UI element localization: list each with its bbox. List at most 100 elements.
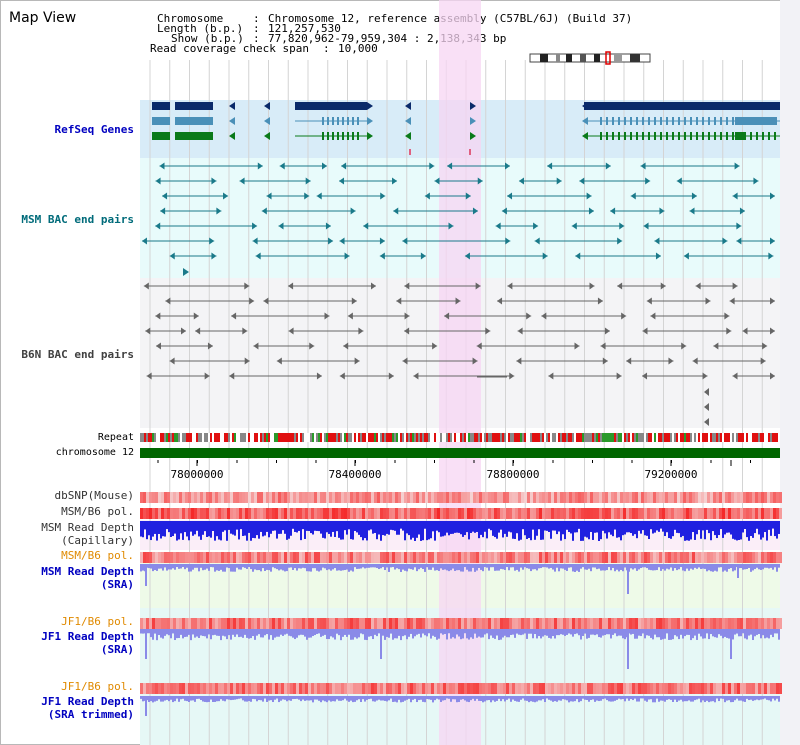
msm-depth-sra-bar bbox=[302, 564, 304, 568]
msm-b6-pol-heat-cell bbox=[614, 508, 617, 519]
jf1-depth-sra-bar bbox=[606, 629, 608, 635]
track-label-msm-bac[interactable]: MSM BAC end pairs bbox=[21, 213, 134, 226]
repeat-feature bbox=[546, 433, 548, 442]
msm-b6-pol2-heat-cell bbox=[143, 552, 146, 563]
msm-depth-cap-bar bbox=[262, 521, 264, 537]
msm-bac-end bbox=[505, 237, 511, 245]
jf1-b6-pol2-heat-cell bbox=[173, 683, 176, 694]
track-label-msm-b6-pol-1[interactable]: MSM/B6 pol. bbox=[61, 505, 134, 518]
msm-depth-sra-bar bbox=[514, 564, 516, 571]
track-label-msm-depth-sra[interactable]: MSM Read Depth bbox=[41, 565, 134, 578]
msm-bac-end bbox=[736, 237, 742, 245]
jf1-b6-pol-heat-cell bbox=[596, 618, 599, 629]
msm-depth-cap-bar bbox=[662, 521, 664, 532]
gene-arrow bbox=[582, 132, 588, 140]
jf1-depth-trim-bar bbox=[366, 696, 368, 700]
repeat-feature bbox=[336, 433, 338, 442]
jf1-b6-pol2-heat-cell bbox=[224, 683, 227, 694]
jf1-depth-sra-bar bbox=[506, 629, 508, 638]
msm-depth-sra-bar bbox=[580, 564, 582, 569]
jf1-depth-trim-bar bbox=[618, 696, 620, 699]
msm-b6-pol2-heat-cell bbox=[434, 552, 437, 563]
repeat-feature bbox=[540, 433, 542, 442]
jf1-b6-pol-heat-cell bbox=[566, 618, 569, 629]
jf1-b6-pol2-heat-cell bbox=[530, 683, 533, 694]
dbsnp-heat-cell bbox=[554, 492, 557, 503]
track-label-refseq[interactable]: RefSeq Genes bbox=[54, 123, 134, 136]
msm-depth-sra-bar bbox=[188, 564, 190, 572]
msm-depth-sra-bar bbox=[627, 564, 629, 594]
jf1-depth-trim-bar bbox=[656, 696, 658, 699]
dbsnp-heat-cell bbox=[443, 492, 446, 503]
jf1-depth-sra-bar bbox=[290, 629, 292, 637]
track-label-jf1-depth-sra[interactable]: JF1 Read Depth bbox=[41, 630, 134, 643]
dbsnp-heat-cell bbox=[362, 492, 365, 503]
repeat-feature bbox=[636, 433, 638, 442]
msm-depth-sra-bar bbox=[636, 564, 638, 571]
msm-depth-cap-bar bbox=[622, 521, 624, 536]
msm-b6-pol2-heat-cell bbox=[176, 552, 179, 563]
jf1-depth-sra-bar bbox=[584, 629, 586, 634]
jf1-b6-pol-heat-cell bbox=[509, 618, 512, 629]
jf1-b6-pol-heat-cell bbox=[164, 618, 167, 629]
dbsnp-heat-cell bbox=[692, 492, 695, 503]
jf1-depth-sra-bar bbox=[422, 629, 424, 634]
msm-depth-sra-bar bbox=[186, 564, 188, 568]
repeat-feature bbox=[398, 433, 400, 442]
jf1-depth-trim-bar bbox=[412, 696, 414, 700]
jf1-b6-pol2-heat-cell bbox=[335, 683, 338, 694]
repeat-feature bbox=[582, 433, 584, 442]
track-label-msm-b6-pol-2[interactable]: MSM/B6 pol. bbox=[61, 549, 134, 562]
msm-depth-sra-bar bbox=[334, 564, 336, 569]
msm-depth-sra-bar bbox=[210, 564, 212, 568]
gene-exon bbox=[630, 132, 632, 140]
jf1-depth-sra-bar bbox=[690, 629, 692, 641]
jf1-depth-trim-bar bbox=[434, 696, 436, 701]
jf1-depth-trim-bar bbox=[180, 696, 182, 700]
jf1-depth-sra-bar bbox=[748, 629, 750, 636]
span-key: Read coverage check span bbox=[150, 42, 309, 55]
msm-depth-sra-bar bbox=[446, 564, 448, 571]
repeat-feature bbox=[424, 433, 426, 442]
repeat-feature bbox=[494, 433, 496, 442]
jf1-depth-trim-bar bbox=[718, 696, 720, 702]
jf1-b6-pol-heat-cell bbox=[503, 618, 506, 629]
jf1-b6-pol-heat-cell bbox=[701, 618, 704, 629]
track-label-b6n-bac[interactable]: B6N BAC end pairs bbox=[21, 348, 134, 361]
jf1-b6-pol2-heat-cell bbox=[512, 683, 515, 694]
track-label-jf1-b6-pol-1[interactable]: JF1/B6 pol. bbox=[61, 615, 134, 628]
jf1-b6-pol2-heat-cell bbox=[491, 683, 494, 694]
msm-b6-pol-heat-cell bbox=[671, 508, 674, 519]
repeat-feature bbox=[490, 433, 492, 442]
msm-depth-cap-bar bbox=[200, 521, 202, 540]
track-label-jf1-b6-pol-2[interactable]: JF1/B6 pol. bbox=[61, 680, 134, 693]
dbsnp-heat-cell bbox=[437, 492, 440, 503]
repeat-feature bbox=[176, 433, 178, 442]
ideogram-band bbox=[630, 54, 640, 62]
jf1-b6-pol-heat-cell bbox=[590, 618, 593, 629]
dbsnp-heat-cell bbox=[455, 492, 458, 503]
msm-b6-pol2-heat-cell bbox=[497, 552, 500, 563]
track-label-msm-depth-cap[interactable]: MSM Read Depth bbox=[41, 521, 134, 534]
msm-depth-cap-bar bbox=[442, 521, 444, 537]
gene-exon bbox=[612, 132, 614, 140]
track-label-jf1-depth-trim[interactable]: JF1 Read Depth bbox=[41, 695, 134, 708]
msm-depth-cap-bar bbox=[464, 521, 466, 536]
msm-b6-pol2-heat-cell bbox=[359, 552, 362, 563]
jf1-b6-pol2-heat-cell bbox=[524, 683, 527, 694]
msm-depth-sra-bar bbox=[690, 564, 692, 569]
msm-depth-sra-bar bbox=[432, 564, 434, 568]
repeat-feature bbox=[602, 433, 604, 442]
b6n-bac-end bbox=[729, 297, 735, 305]
msm-depth-cap-bar bbox=[176, 521, 178, 541]
repeat-feature bbox=[654, 433, 656, 442]
repeat-feature bbox=[166, 433, 168, 442]
b6n-bac-end bbox=[354, 357, 360, 365]
msm-b6-pol-heat-cell bbox=[680, 508, 683, 519]
jf1-b6-pol-heat-cell bbox=[176, 618, 179, 629]
repeat-feature bbox=[190, 433, 192, 442]
track-label-dbsnp[interactable]: dbSNP(Mouse) bbox=[54, 489, 134, 502]
b6n-bac-end bbox=[388, 372, 394, 380]
msm-depth-sra-bar bbox=[338, 564, 340, 571]
